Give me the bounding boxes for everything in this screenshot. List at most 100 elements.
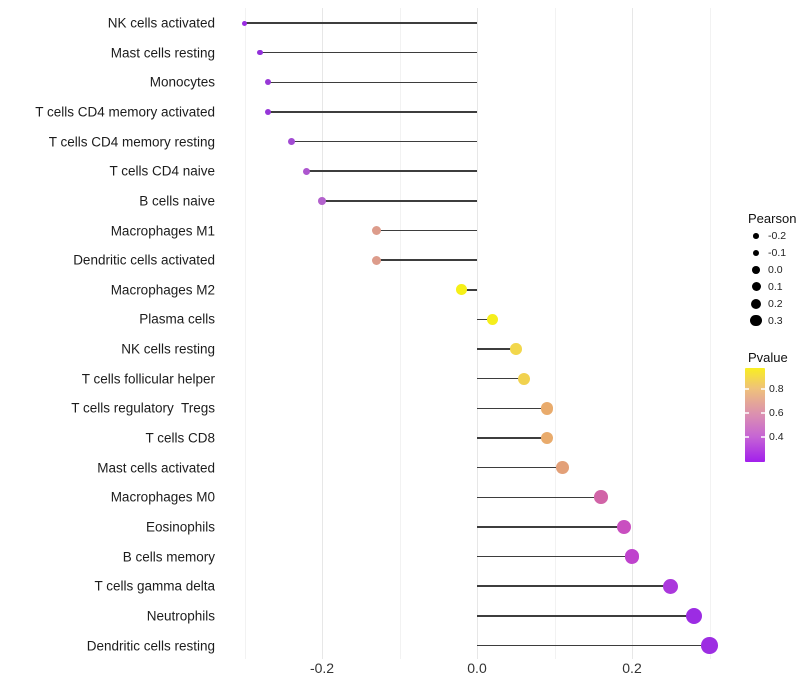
gradient-tick-mark <box>745 412 749 414</box>
y-axis-label: T cells regulatory Tregs <box>71 400 215 416</box>
x-axis-tick-label: -0.2 <box>309 660 335 676</box>
size-legend-label: 0.1 <box>768 280 783 293</box>
lollipop-dot <box>540 431 553 445</box>
lollipop-dot <box>555 461 569 475</box>
lollipop-stem <box>477 466 563 469</box>
y-axis-label: T cells CD4 memory activated <box>35 104 215 120</box>
gradient-tick-mark <box>745 388 749 390</box>
y-axis-label: T cells gamma delta <box>94 578 215 594</box>
size-legend-label: 0.3 <box>768 314 783 327</box>
lollipop-stem <box>306 170 477 172</box>
lollipop-dot <box>456 284 467 296</box>
color-legend-tick-label: 0.8 <box>769 382 784 395</box>
size-legend-label: 0.0 <box>768 263 783 276</box>
color-legend-title: Pvalue <box>748 350 788 365</box>
size-legend-dot <box>753 233 759 239</box>
lollipop-stem <box>291 140 477 143</box>
lollipop-stem <box>244 22 477 24</box>
pvalue-gradient-bar <box>745 368 765 462</box>
major-gridline <box>477 8 478 659</box>
gradient-tick-mark <box>761 388 765 390</box>
y-axis-label: T cells CD8 <box>145 430 215 446</box>
lollipop-stem <box>477 526 625 528</box>
lollipop-dot <box>371 255 381 265</box>
lollipop-stem <box>477 348 516 350</box>
major-gridline <box>322 8 323 659</box>
y-axis-label: Macrophages M0 <box>110 489 215 505</box>
lollipop-dot <box>517 372 530 385</box>
gradient-tick-mark <box>761 436 765 438</box>
y-axis-label: T cells CD4 naive <box>109 163 215 179</box>
lollipop-dot <box>264 108 271 116</box>
lollipop-stem <box>322 200 477 202</box>
size-legend-dot <box>751 282 761 292</box>
lollipop-stem <box>477 407 547 410</box>
y-axis-label: Plasma cells <box>139 311 215 327</box>
size-legend-dot <box>752 249 760 257</box>
gradient-tick-mark <box>761 412 765 414</box>
lollipop-dot <box>264 79 271 86</box>
y-axis-label: Mast cells activated <box>97 459 215 475</box>
color-legend-tick-label: 0.4 <box>769 430 784 443</box>
y-axis-label: T cells CD4 memory resting <box>48 133 215 149</box>
lollipop-dot <box>617 519 632 535</box>
lollipop-stem <box>477 377 524 380</box>
gradient-tick-mark <box>745 436 749 438</box>
y-axis-label: Macrophages M2 <box>110 282 215 298</box>
lollipop-dot <box>701 637 718 654</box>
size-legend-label: -0.1 <box>768 246 787 259</box>
y-axis-label: Dendritic cells activated <box>73 252 215 268</box>
lollipop-dot <box>486 313 499 326</box>
lollipop-dot <box>624 549 640 564</box>
x-axis-tick-label: 0.0 <box>467 660 487 676</box>
lollipop-stem <box>376 259 477 261</box>
size-legend-label: -0.2 <box>768 229 787 242</box>
lollipop-dot <box>287 138 295 146</box>
lollipop-dot <box>371 225 381 236</box>
size-legend-dot <box>750 314 762 327</box>
lollipop-dot <box>318 196 326 205</box>
size-legend-label: 0.2 <box>768 297 783 310</box>
lollipop-stem <box>267 111 477 113</box>
lollipop-stem <box>477 585 671 587</box>
lollipop-dot <box>663 578 679 594</box>
color-legend-tick-label: 0.6 <box>769 406 784 419</box>
lollipop-dot <box>257 49 263 56</box>
lollipop-dot <box>594 490 608 505</box>
lollipop-stem <box>267 81 477 84</box>
y-axis-label: Eosinophils <box>145 519 215 535</box>
y-axis-label: Monocytes <box>149 74 215 90</box>
size-legend-dot <box>750 298 762 309</box>
lollipop-dot <box>540 402 553 415</box>
major-gridline <box>632 8 633 659</box>
y-axis-label: NK cells resting <box>121 341 215 357</box>
lollipop-stem <box>477 318 493 321</box>
lollipop-stem <box>477 437 547 439</box>
lollipop-stem <box>477 615 694 617</box>
lollipop-dot <box>242 20 247 26</box>
y-axis-label: Dendritic cells resting <box>86 637 215 653</box>
y-axis-label: Macrophages M1 <box>110 222 215 238</box>
lollipop-stem <box>477 496 601 499</box>
lollipop-stem <box>461 289 477 291</box>
y-axis-label: NK cells activated <box>107 15 215 31</box>
y-axis-label: Mast cells resting <box>110 44 215 60</box>
y-axis-label: T cells follicular helper <box>81 370 215 386</box>
y-axis-label: Neutrophils <box>146 608 215 624</box>
size-legend-dot <box>752 265 760 274</box>
x-axis-tick-label: 0.2 <box>622 660 642 676</box>
minor-gridline <box>709 8 711 659</box>
minor-gridline <box>399 8 401 659</box>
lollipop-dot <box>686 607 702 624</box>
lollipop-stem <box>477 555 632 558</box>
lollipop-dot <box>509 343 522 355</box>
lollipop-dot <box>302 167 311 175</box>
minor-gridline <box>244 8 246 659</box>
minor-gridline <box>554 8 556 659</box>
y-axis-label: B cells naive <box>139 193 215 209</box>
lollipop-stem <box>477 644 710 647</box>
lollipop-stem <box>260 51 477 54</box>
lollipop-stem <box>376 229 477 232</box>
size-legend-title: Pearson <box>748 211 797 226</box>
